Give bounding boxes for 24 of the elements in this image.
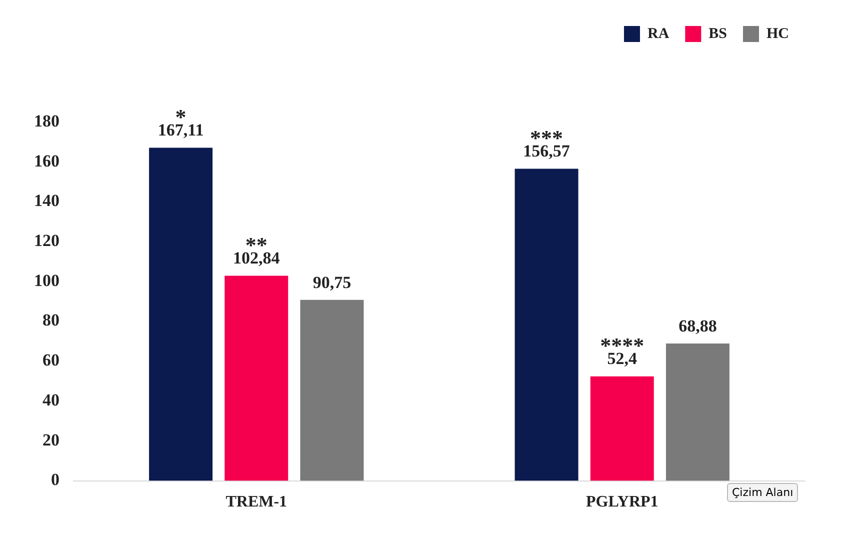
- legend-label: HC: [766, 26, 789, 42]
- y-tick-label: 0: [51, 470, 60, 490]
- y-tick-label: 40: [42, 390, 60, 410]
- data-label: 68,88: [678, 316, 717, 336]
- bar: [590, 376, 654, 481]
- data-label: 90,75: [312, 272, 352, 292]
- x-tick-label: PGLYRP1: [586, 494, 658, 511]
- bar: [666, 344, 730, 481]
- bar: [224, 276, 288, 481]
- text: Çizim Alanı: [727, 483, 798, 502]
- y-tick-label: 60: [42, 350, 60, 370]
- y-tick-label: 140: [34, 191, 60, 210]
- y-tick-label: 160: [34, 151, 60, 170]
- y-tick-label: 120: [34, 230, 60, 250]
- y-tick-label: 100: [34, 270, 60, 290]
- x-tick-label: TREM-1: [226, 494, 288, 511]
- y-tick-label: 180: [34, 111, 60, 130]
- bar: [300, 300, 364, 481]
- bar: [514, 168, 578, 481]
- bar: [149, 148, 213, 481]
- y-tick-label: 20: [42, 430, 60, 450]
- y-tick-label: 80: [42, 310, 60, 330]
- legend-label: BS: [708, 26, 728, 42]
- legend-label: RA: [647, 26, 670, 42]
